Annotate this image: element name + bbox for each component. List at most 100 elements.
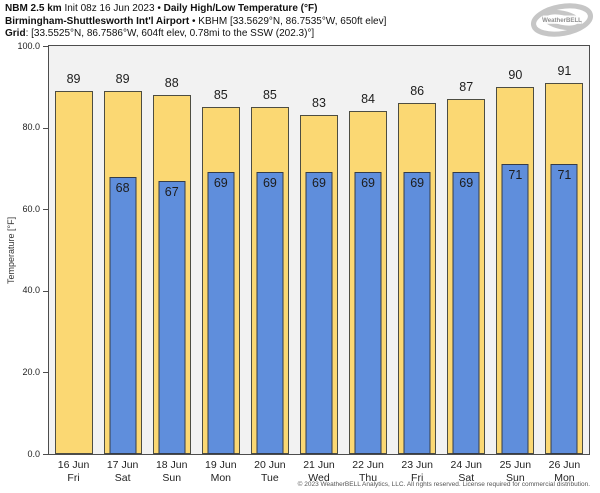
bar-low xyxy=(501,164,529,454)
high-value-label: 86 xyxy=(410,84,425,99)
low-value-label: 69 xyxy=(459,176,474,191)
x-axis-date: 25 Jun xyxy=(499,459,532,471)
y-axis-title: Temperature [°F] xyxy=(6,216,16,284)
x-axis-label: 19 Jun Mon xyxy=(196,459,245,485)
low-value-label: 68 xyxy=(115,180,130,195)
header-line-3: Grid: [33.5525°N, 86.7586°W, 604ft elev,… xyxy=(5,28,386,41)
y-tick-label: 60.0 xyxy=(22,203,40,214)
x-axis-date: 26 Jun xyxy=(548,459,581,471)
bar-group: 87 69 xyxy=(442,46,491,454)
x-axis-label: 22 Jun Thu xyxy=(344,459,393,485)
weatherbell-logo-icon: WeatherBELL xyxy=(530,3,594,37)
bar-group: 86 69 xyxy=(393,46,442,454)
y-tick-label: 40.0 xyxy=(22,285,40,296)
bar-low xyxy=(305,172,333,454)
header-line-2: Birmingham-Shuttlesworth Int'l Airport •… xyxy=(5,16,386,29)
y-tick-mark xyxy=(43,372,48,374)
x-axis-date: 24 Jun xyxy=(450,459,483,471)
low-value-label: 71 xyxy=(508,168,523,183)
x-axis-label: 21 Jun Wed xyxy=(294,459,343,485)
station-name: Birmingham-Shuttlesworth Int'l Airport xyxy=(5,15,190,27)
y-tick-mark xyxy=(43,290,48,292)
copyright-text: © 2023 WeatherBELL Analytics, LLC. All r… xyxy=(297,481,590,488)
y-tick-mark xyxy=(43,454,48,455)
bar-low xyxy=(109,176,137,454)
x-axis-day: Wed xyxy=(308,472,330,484)
bar-low xyxy=(403,172,431,454)
bar-group: 84 69 xyxy=(344,46,393,454)
low-value-label: 71 xyxy=(557,168,572,183)
x-axis-label: 20 Jun Tue xyxy=(245,459,294,485)
bar-low xyxy=(550,164,578,454)
x-axis-label: 18 Jun Sun xyxy=(147,459,196,485)
x-axis-label: 25 Jun Sun xyxy=(491,459,540,485)
high-value-label: 91 xyxy=(557,63,572,78)
x-axis-date: 23 Jun xyxy=(401,459,433,471)
y-tick-label: 20.0 xyxy=(22,366,40,377)
x-axis-day: Sun xyxy=(506,472,525,484)
x-axis-date: 18 Jun xyxy=(155,459,188,471)
low-value-label: 69 xyxy=(262,176,277,191)
y-tick-mark xyxy=(43,46,48,47)
bar-group: 89 68 xyxy=(98,46,147,454)
bar-group: 85 69 xyxy=(245,46,294,454)
low-value-label: 67 xyxy=(164,184,179,199)
x-axis-day: Sat xyxy=(114,472,131,484)
x-axis-date: 17 Jun xyxy=(106,459,139,471)
x-axis-label: 16 Jun Fri xyxy=(49,459,98,485)
x-axis-label: 17 Jun Sat xyxy=(98,459,147,485)
chart-title: Daily High/Low Temperature (°F) xyxy=(163,3,318,14)
x-axis-date: 19 Jun xyxy=(205,459,237,471)
low-value-label: 69 xyxy=(213,176,228,191)
bar-low xyxy=(207,172,235,454)
plot-area: 89 89 68 88 67 85 69 85 69 83 69 84 69 86 69 87 69 90 71 91… xyxy=(48,45,590,455)
high-value-label: 85 xyxy=(213,88,228,103)
high-value-label: 90 xyxy=(508,67,523,82)
station-details: • KBHM [33.5629°N, 86.7535°W, 650ft elev… xyxy=(189,15,387,27)
y-tick-mark xyxy=(43,209,48,211)
bar-group: 85 69 xyxy=(196,46,245,454)
bar-group: 83 69 xyxy=(294,46,343,454)
x-axis-day: Fri xyxy=(67,472,80,484)
high-value-label: 89 xyxy=(115,71,130,86)
x-axis-day: Mon xyxy=(554,472,575,484)
bar-group: 88 67 xyxy=(147,46,196,454)
high-value-label: 85 xyxy=(262,88,277,103)
bar-high xyxy=(54,90,93,454)
high-value-label: 87 xyxy=(459,80,474,95)
x-axis-day: Tue xyxy=(261,472,279,484)
init-time: Init 08z 16 Jun 2023 • xyxy=(61,3,164,14)
x-axis-date: 20 Jun xyxy=(254,459,286,471)
header-line-1: NBM 2.5 km Init 08z 16 Jun 2023 • Daily … xyxy=(5,3,386,16)
high-value-label: 84 xyxy=(361,92,376,107)
x-axis-day: Mon xyxy=(210,472,232,484)
bar-low xyxy=(354,172,382,454)
high-value-label: 88 xyxy=(164,75,179,90)
y-tick-mark xyxy=(43,127,48,129)
low-value-label: 69 xyxy=(312,176,326,191)
high-value-label: 83 xyxy=(312,96,326,111)
y-tick-label: 80.0 xyxy=(22,122,40,133)
x-axis-date: 21 Jun xyxy=(303,459,335,471)
x-axis-day: Fri xyxy=(411,472,424,484)
low-value-label: 69 xyxy=(361,176,376,191)
y-tick-label: 0.0 xyxy=(27,448,40,459)
x-axis-date: 16 Jun xyxy=(57,459,90,471)
bar-low xyxy=(158,180,186,454)
bar-low xyxy=(452,172,480,454)
y-tick-label: 100.0 xyxy=(17,40,40,51)
x-axis-day: Sat xyxy=(458,472,475,484)
grid-details: : [33.5525°N, 86.7586°W, 604ft elev, 0.7… xyxy=(25,28,315,39)
chart-header: NBM 2.5 km Init 08z 16 Jun 2023 • Daily … xyxy=(5,3,386,41)
bar-group: 89 xyxy=(49,46,98,454)
low-value-label: 69 xyxy=(410,176,425,191)
x-axis-day: Thu xyxy=(359,472,378,484)
x-axis-label: 26 Jun Mon xyxy=(540,459,589,485)
x-axis-label: 24 Jun Sat xyxy=(442,459,491,485)
bar-group: 91 71 xyxy=(540,46,589,454)
grid-label: Grid xyxy=(5,28,26,39)
x-axis-label: 23 Jun Fri xyxy=(393,459,442,485)
x-axis-date: 22 Jun xyxy=(352,459,384,471)
x-axis-day: Sun xyxy=(162,472,182,484)
